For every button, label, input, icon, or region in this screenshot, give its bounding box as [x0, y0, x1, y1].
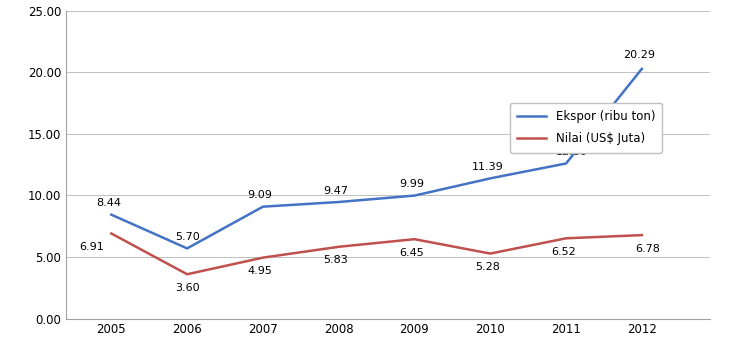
Text: 6.91: 6.91 — [80, 242, 104, 252]
Ekspor (ribu ton) — [183, 246, 192, 251]
Nilai (US$ Juta) — [486, 251, 495, 256]
Text: 5.70: 5.70 — [175, 232, 200, 242]
Ekspor (ribu ton) — [258, 205, 267, 209]
Nilai (US$ Juta) — [638, 233, 646, 237]
Ekspor (ribu ton) — [335, 200, 343, 204]
Nilai (US$ Juta) — [561, 236, 570, 240]
Nilai (US$ Juta) — [410, 237, 419, 241]
Text: 3.60: 3.60 — [175, 283, 199, 293]
Text: 8.44: 8.44 — [96, 198, 121, 209]
Ekspor (ribu ton) — [486, 176, 495, 181]
Nilai (US$ Juta) — [107, 231, 116, 236]
Ekspor (ribu ton) — [410, 193, 419, 198]
Nilai (US$ Juta) — [258, 256, 267, 260]
Ekspor (ribu ton) — [638, 67, 646, 71]
Line: Ekspor (ribu ton): Ekspor (ribu ton) — [111, 69, 642, 248]
Nilai (US$ Juta) — [183, 272, 192, 277]
Line: Nilai (US$ Juta): Nilai (US$ Juta) — [111, 233, 642, 274]
Text: 20.29: 20.29 — [623, 50, 655, 60]
Text: 6.52: 6.52 — [551, 247, 575, 257]
Legend: Ekspor (ribu ton), Nilai (US$ Juta): Ekspor (ribu ton), Nilai (US$ Juta) — [509, 103, 662, 152]
Text: 12.60: 12.60 — [556, 147, 588, 157]
Text: 9.47: 9.47 — [324, 186, 348, 196]
Text: 5.28: 5.28 — [475, 262, 500, 272]
Ekspor (ribu ton) — [561, 161, 570, 166]
Nilai (US$ Juta) — [335, 245, 343, 249]
Text: 5.83: 5.83 — [324, 256, 348, 265]
Text: 11.39: 11.39 — [471, 162, 504, 172]
Text: 4.95: 4.95 — [247, 266, 272, 276]
Text: 6.78: 6.78 — [635, 244, 660, 254]
Text: 9.99: 9.99 — [399, 179, 425, 189]
Text: 6.45: 6.45 — [400, 248, 424, 258]
Ekspor (ribu ton) — [107, 212, 116, 217]
Text: 9.09: 9.09 — [247, 190, 272, 200]
